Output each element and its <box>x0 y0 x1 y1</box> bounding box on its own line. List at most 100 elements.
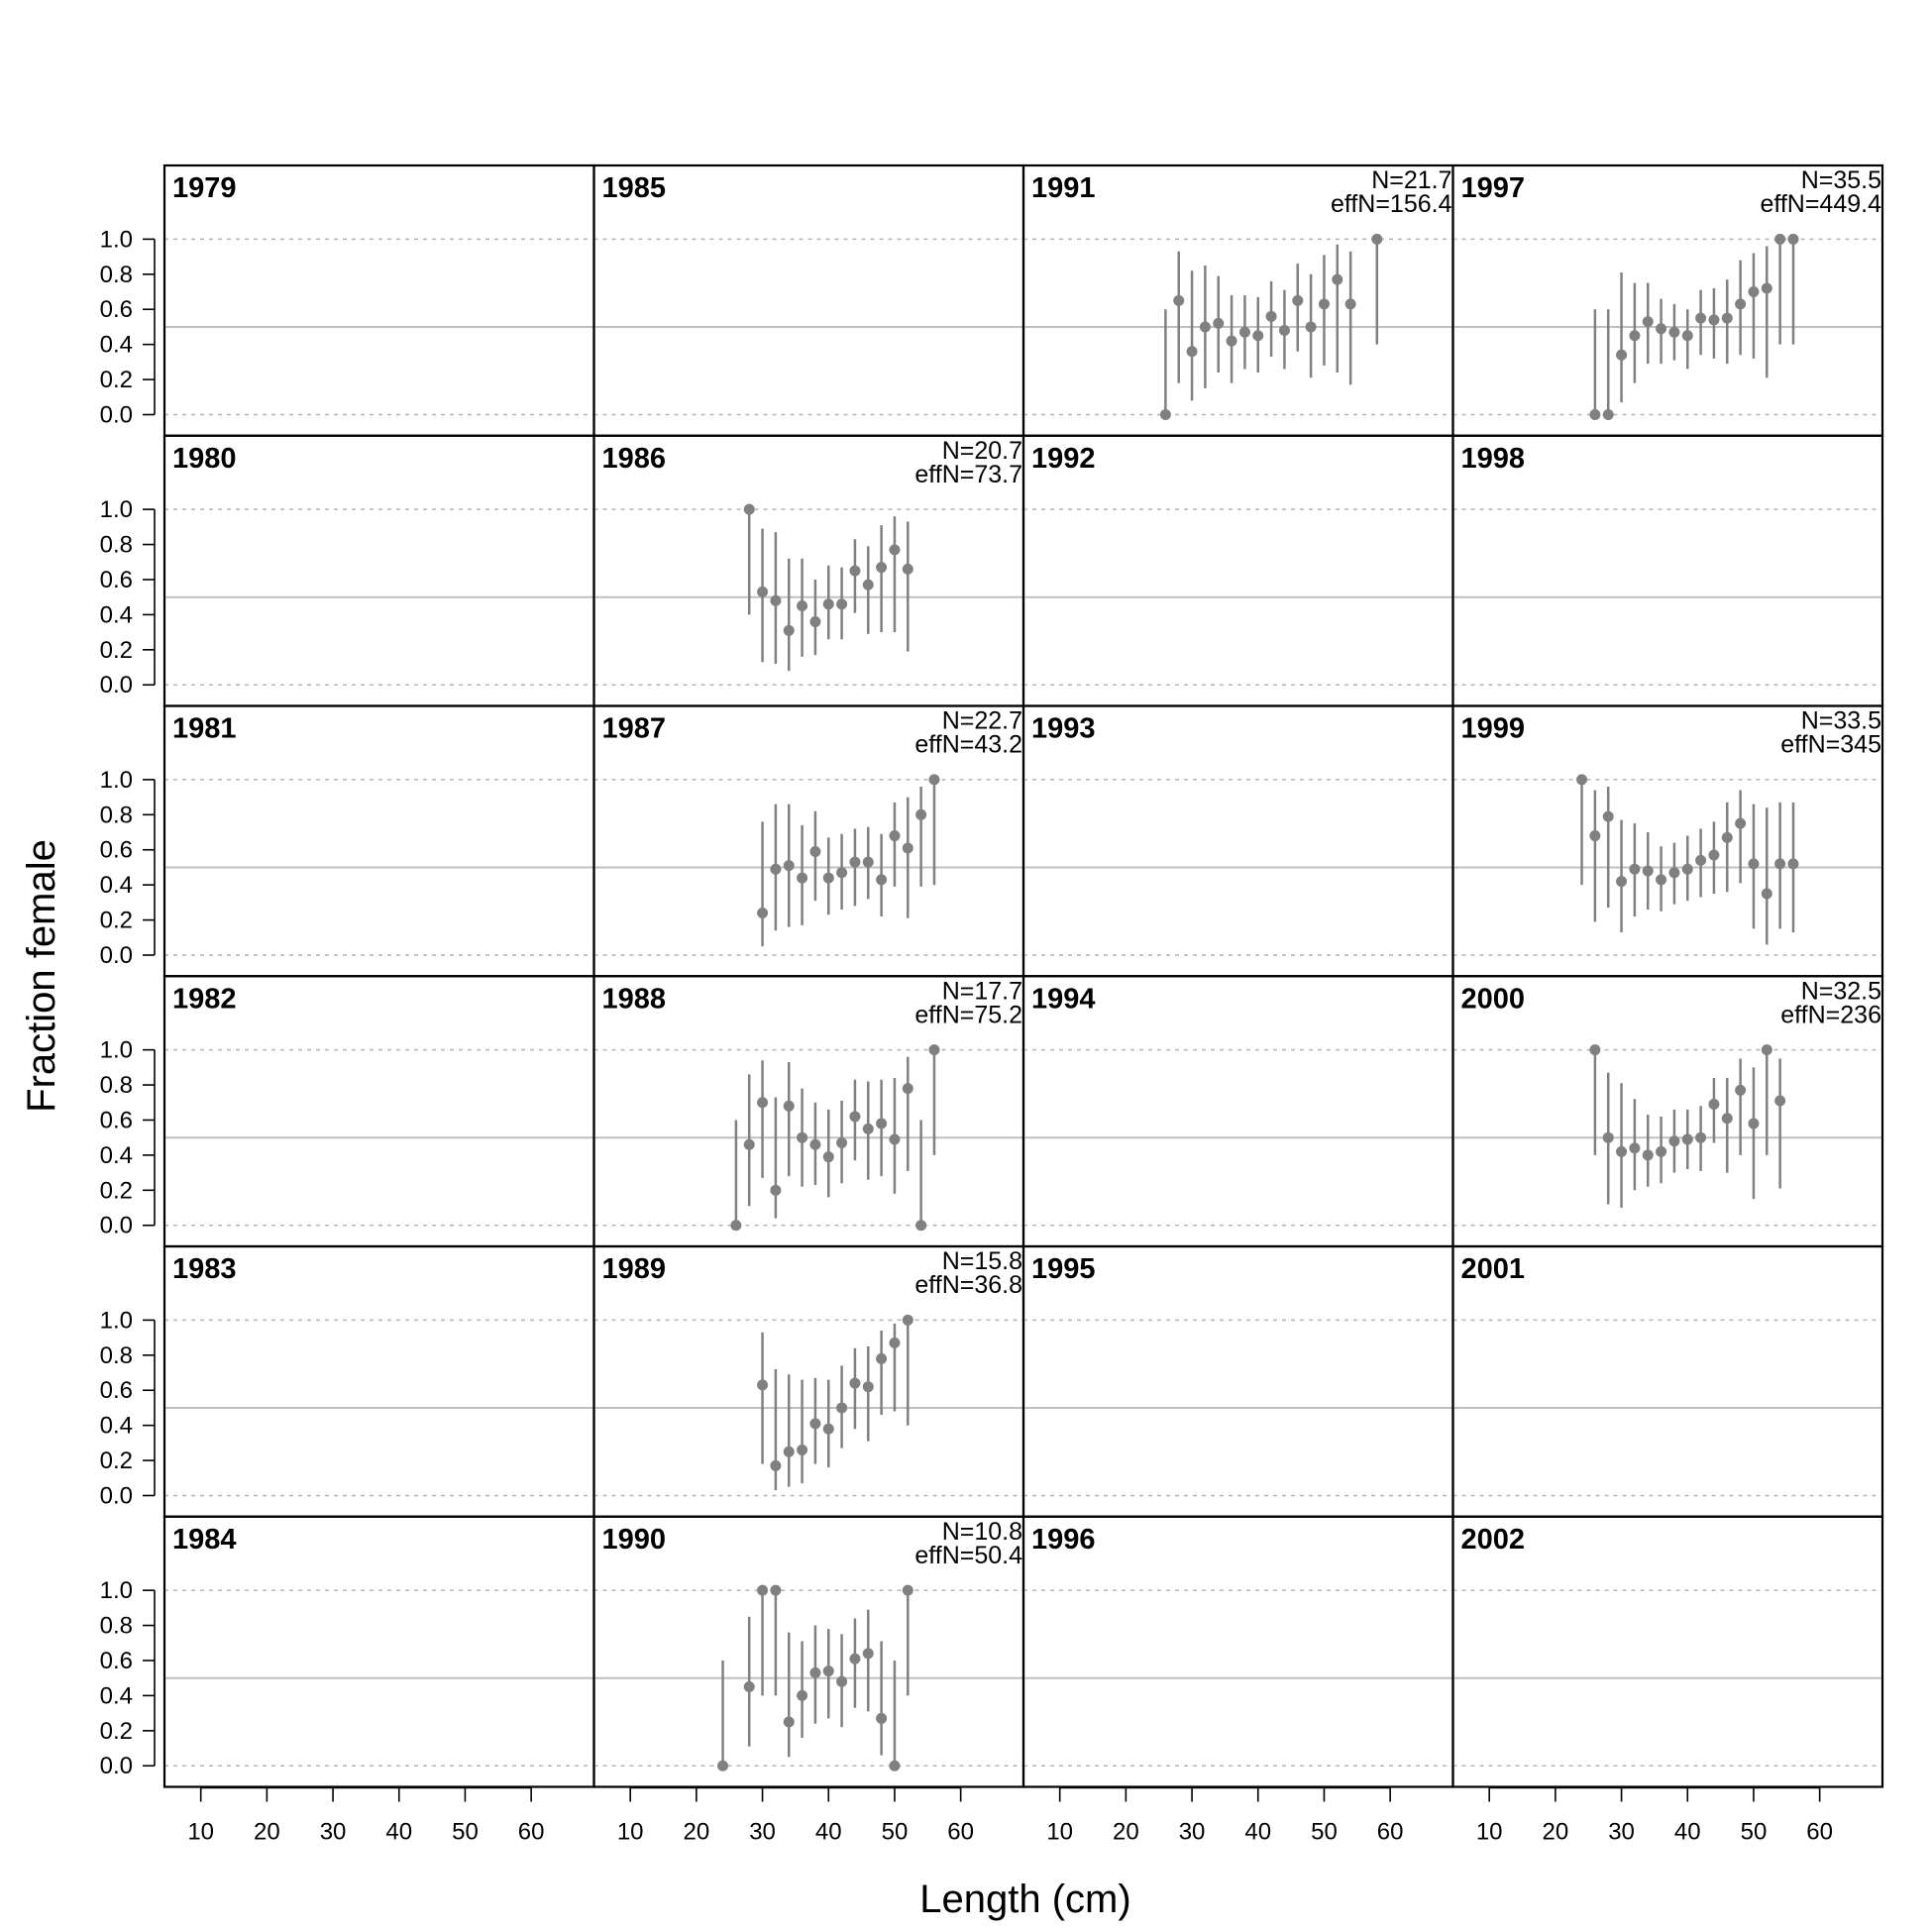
data-point <box>757 1097 769 1109</box>
data-point <box>797 1131 808 1143</box>
panel-year-label: 1979 <box>172 172 237 204</box>
data-point <box>1159 408 1171 420</box>
panel-n-label: N=22.7 <box>942 707 1022 735</box>
data-point <box>876 1118 888 1129</box>
panel-1980: 1980 <box>162 434 595 707</box>
data-point <box>902 1083 913 1095</box>
data-point <box>757 907 769 918</box>
data-point <box>1213 317 1225 329</box>
panel-frame <box>1451 1515 1884 1788</box>
x-tick-label: 20 <box>1113 1819 1139 1846</box>
x-tick-label: 10 <box>1476 1819 1503 1846</box>
data-point <box>743 503 755 515</box>
data-point <box>1735 1084 1747 1096</box>
x-tick-label: 40 <box>815 1819 842 1846</box>
panel-year-label: 1995 <box>1031 1253 1096 1285</box>
data-point <box>1589 830 1601 842</box>
panel-year-label: 1992 <box>1031 443 1096 475</box>
data-point <box>822 1151 834 1163</box>
data-point <box>902 1584 913 1596</box>
data-point <box>822 1423 834 1435</box>
data-point <box>1292 294 1304 306</box>
y-axis-1983: 0.0 0.2 0.4 0.6 0.8 1.0 <box>100 1307 156 1509</box>
x-axis-col-3: 10 20 30 40 50 60 <box>1046 1786 1403 1846</box>
data-point <box>797 600 808 612</box>
data-point <box>1695 854 1707 866</box>
x-tick-label: 50 <box>882 1819 909 1846</box>
data-point <box>757 586 769 597</box>
data-point <box>1681 863 1693 875</box>
data-point <box>809 1418 821 1430</box>
panel-year-label: 1980 <box>172 443 237 475</box>
data-point <box>1721 831 1733 843</box>
data-point <box>849 1111 861 1123</box>
x-axis-label: Length (cm) <box>919 1878 1130 1921</box>
data-point <box>1616 1145 1628 1157</box>
data-point <box>743 1681 755 1693</box>
panel-n-label: N=10.8 <box>942 1518 1022 1546</box>
data-point <box>876 1352 888 1364</box>
data-point <box>770 1184 782 1196</box>
data-point <box>717 1760 729 1771</box>
data-point <box>1787 233 1799 245</box>
data-point <box>1668 326 1680 338</box>
data-point <box>1589 408 1601 420</box>
y-tick-label: 0.8 <box>100 262 133 288</box>
panel-effn-label: effN=36.8 <box>914 1271 1022 1299</box>
data-point <box>849 1653 861 1664</box>
y-axis-1982: 0.0 0.2 0.4 0.6 0.8 1.0 <box>100 1037 156 1239</box>
y-tick-label: 0.8 <box>100 1072 133 1099</box>
y-tick-label: 0.0 <box>100 1482 133 1509</box>
panel-year-label: 1997 <box>1461 172 1526 204</box>
data-point <box>1721 1113 1733 1125</box>
data-point <box>1748 286 1760 298</box>
y-tick-label: 0.2 <box>100 1718 133 1745</box>
data-point <box>1748 858 1760 870</box>
x-tick-label: 30 <box>1179 1819 1206 1846</box>
y-tick-label: 0.4 <box>100 601 133 628</box>
x-axis-col-2: 10 20 30 40 50 60 <box>617 1786 974 1846</box>
data-point <box>822 598 834 610</box>
y-tick-label: 0.6 <box>100 1648 133 1674</box>
y-axis-1984: 0.0 0.2 0.4 0.6 0.8 1.0 <box>100 1577 156 1779</box>
y-tick-label: 0.4 <box>100 1142 133 1169</box>
data-point <box>862 1381 874 1393</box>
data-point <box>876 562 888 574</box>
data-point <box>1735 298 1747 310</box>
data-point <box>836 1402 848 1414</box>
y-tick-label: 1.0 <box>100 496 133 523</box>
panel-effn-label: effN=449.4 <box>1760 190 1881 218</box>
y-tick-label: 0.2 <box>100 1177 133 1204</box>
data-point <box>889 1760 901 1771</box>
y-tick-label: 0.8 <box>100 1342 133 1369</box>
data-point <box>928 774 940 786</box>
panel-year-label: 1982 <box>172 983 237 1015</box>
data-point <box>1576 774 1588 786</box>
panel-year-label: 1989 <box>602 1253 667 1285</box>
data-point <box>822 872 834 884</box>
panel-2002: 2002 <box>1451 1515 1884 1788</box>
x-tick-label: 10 <box>187 1819 214 1846</box>
data-point <box>1265 310 1277 322</box>
x-tick-label: 20 <box>254 1819 280 1846</box>
panel-year-label: 1998 <box>1461 443 1526 475</box>
data-point <box>797 872 808 884</box>
data-point <box>1252 330 1264 342</box>
panel-n-label: N=32.5 <box>1801 977 1881 1005</box>
y-tick-label: 0.2 <box>100 367 133 393</box>
x-tick-label: 40 <box>385 1819 412 1846</box>
panel-effn-label: effN=43.2 <box>914 731 1022 759</box>
x-tick-label: 50 <box>452 1819 479 1846</box>
y-tick-label: 1.0 <box>100 1307 133 1334</box>
data-point <box>1668 1135 1680 1147</box>
y-tick-label: 0.2 <box>100 908 133 934</box>
data-point <box>915 1220 927 1232</box>
data-point <box>770 594 782 606</box>
data-point <box>783 860 795 872</box>
data-point <box>1761 888 1772 900</box>
data-point <box>783 1716 795 1728</box>
